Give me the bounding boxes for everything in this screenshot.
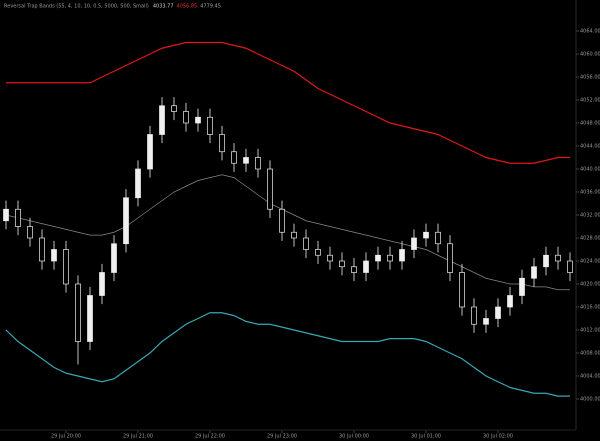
candle-body — [399, 249, 405, 262]
candle-body — [291, 231, 297, 239]
candle-body — [315, 249, 321, 256]
y-tick-label: 4048.00 — [580, 121, 600, 127]
header-value: 4033.77 — [153, 4, 174, 10]
y-tick-label: 4040.00 — [580, 167, 600, 173]
y-tick-label: 4024.00 — [580, 259, 600, 265]
candle-body — [183, 111, 189, 124]
candle-body — [267, 168, 273, 210]
candle-body — [75, 283, 81, 342]
candle-body — [27, 226, 33, 239]
candle-body — [495, 306, 501, 319]
candle-body — [51, 249, 57, 262]
candle-body — [363, 260, 369, 273]
candle-body — [63, 249, 69, 285]
y-tick-label: 4004.00 — [580, 374, 600, 380]
candle-body — [99, 272, 105, 296]
x-tick-label: 30 Jul 00:00 — [339, 434, 369, 440]
candle-body — [3, 208, 9, 222]
candle-body — [39, 237, 45, 262]
candle-body — [243, 157, 249, 164]
candle-body — [531, 266, 537, 279]
y-tick-label: 4064.00 — [580, 29, 600, 35]
candle-body — [447, 243, 453, 273]
candle-body — [483, 318, 489, 325]
candle-body — [123, 197, 129, 245]
candle-body — [567, 260, 573, 273]
y-tick-label: 4060.00 — [580, 52, 600, 58]
candle-body — [459, 272, 465, 308]
x-tick-label: 30 Jul 01:00 — [411, 434, 441, 440]
y-tick-label: 4032.00 — [580, 213, 600, 219]
candle-body — [279, 208, 285, 233]
x-tick-label: 29 Jul 22:00 — [195, 434, 225, 440]
candle-body — [219, 134, 225, 153]
candle-body — [231, 151, 237, 164]
candle-body — [171, 105, 177, 112]
candle-body — [471, 306, 477, 325]
candle-body — [435, 231, 441, 245]
candle-body — [411, 237, 417, 250]
x-tick-label: 29 Jul 20:00 — [51, 434, 81, 440]
chart-title: Reversal Trap Bands (55, 4, 10, 10, 0.5,… — [4, 4, 149, 10]
candle-body — [507, 295, 513, 308]
candle-body — [195, 116, 201, 124]
candle-body — [87, 295, 93, 342]
candle-body — [111, 243, 117, 273]
y-tick-label: 4028.00 — [580, 236, 600, 242]
y-tick-label: 4044.00 — [580, 144, 600, 150]
candle-body — [255, 157, 261, 170]
candle-body — [519, 277, 525, 296]
candle-body — [135, 168, 141, 199]
candle-body — [351, 266, 357, 273]
y-tick-label: 4012.00 — [580, 328, 600, 334]
candle-body — [387, 254, 393, 262]
y-tick-label: 4036.00 — [580, 190, 600, 196]
candle-body — [303, 237, 309, 250]
y-tick-label: 4056.00 — [580, 75, 600, 81]
candle-body — [339, 260, 345, 268]
x-tick-label: 29 Jul 23:00 — [267, 434, 297, 440]
candle-body — [207, 116, 213, 135]
candle-body — [423, 231, 429, 239]
y-tick-label: 4016.00 — [580, 305, 600, 311]
header-value: 4779.45 — [200, 4, 221, 10]
header-value: 4056.85 — [177, 4, 198, 10]
band-line — [5, 312, 570, 397]
y-tick-label: 4052.00 — [580, 98, 600, 104]
candle-body — [147, 134, 153, 170]
candle-body — [15, 208, 21, 227]
candle-body — [543, 254, 549, 268]
y-tick-label: 4020.00 — [580, 282, 600, 288]
y-tick-label: 4008.00 — [580, 351, 600, 357]
x-tick-label: 30 Jul 02:00 — [483, 434, 513, 440]
x-tick-label: 29 Jul 21:00 — [123, 434, 153, 440]
candle-body — [327, 254, 333, 262]
candle-body — [555, 254, 561, 262]
band-line — [5, 174, 570, 291]
band-line — [6, 41, 570, 164]
y-tick-label: 4000.00 — [580, 397, 600, 403]
candle-body — [375, 254, 381, 262]
candle-body — [159, 105, 165, 135]
